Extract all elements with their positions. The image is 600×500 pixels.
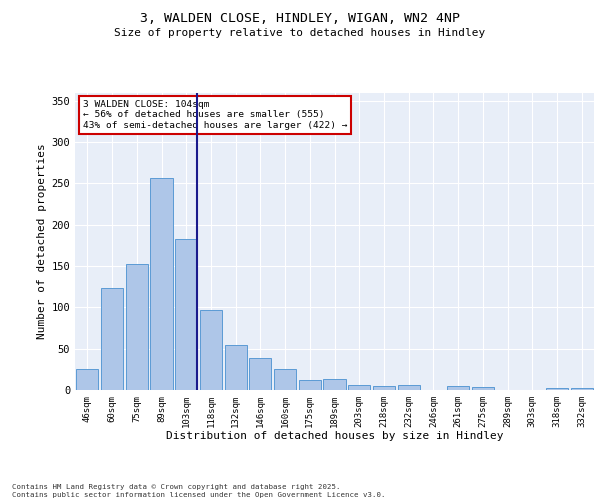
Bar <box>299 380 321 390</box>
Bar <box>224 346 247 390</box>
Bar <box>175 239 197 390</box>
Bar <box>546 388 568 390</box>
Bar <box>249 358 271 390</box>
Text: Size of property relative to detached houses in Hindley: Size of property relative to detached ho… <box>115 28 485 38</box>
Bar <box>274 370 296 390</box>
Bar <box>571 388 593 390</box>
Bar <box>398 385 420 390</box>
Text: 3 WALDEN CLOSE: 104sqm
← 56% of detached houses are smaller (555)
43% of semi-de: 3 WALDEN CLOSE: 104sqm ← 56% of detached… <box>83 100 347 130</box>
Text: 3, WALDEN CLOSE, HINDLEY, WIGAN, WN2 4NP: 3, WALDEN CLOSE, HINDLEY, WIGAN, WN2 4NP <box>140 12 460 26</box>
Bar <box>348 385 370 390</box>
Bar <box>472 386 494 390</box>
Bar <box>447 386 469 390</box>
X-axis label: Distribution of detached houses by size in Hindley: Distribution of detached houses by size … <box>166 432 503 442</box>
Text: Contains HM Land Registry data © Crown copyright and database right 2025.
Contai: Contains HM Land Registry data © Crown c… <box>12 484 386 498</box>
Bar <box>323 380 346 390</box>
Bar <box>76 370 98 390</box>
Bar <box>200 310 222 390</box>
Bar <box>101 288 123 390</box>
Bar <box>125 264 148 390</box>
Y-axis label: Number of detached properties: Number of detached properties <box>37 144 47 339</box>
Bar <box>373 386 395 390</box>
Bar <box>151 178 173 390</box>
